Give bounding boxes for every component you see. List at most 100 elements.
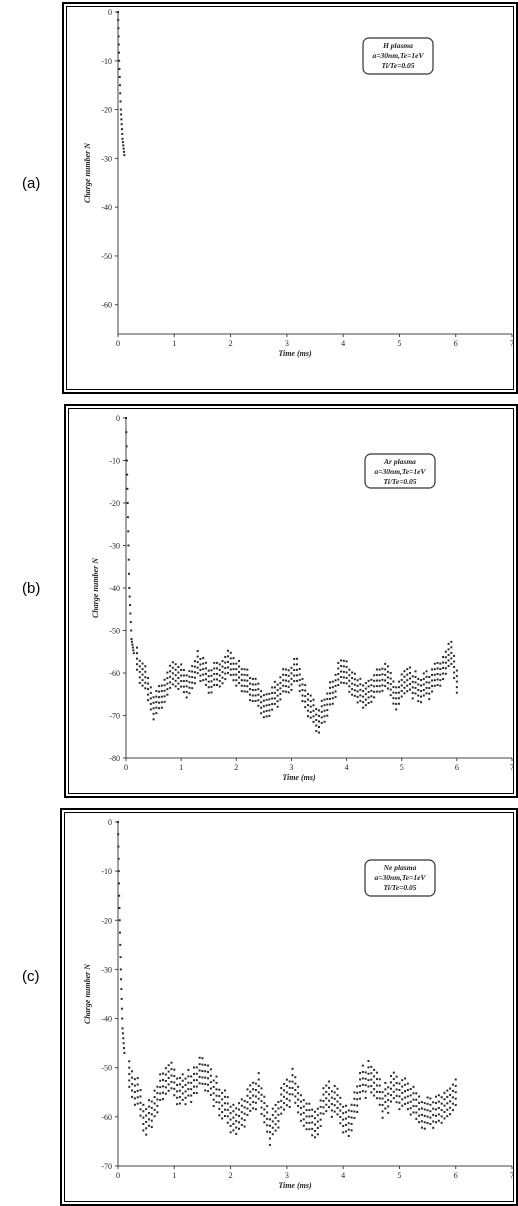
data-point: [284, 690, 287, 693]
data-point: [428, 698, 431, 701]
data-point: [232, 1103, 235, 1106]
data-point: [266, 1117, 269, 1120]
x-tick-label: 4: [341, 339, 345, 348]
data-point: [229, 1112, 232, 1115]
data-point: [412, 1111, 415, 1114]
data-point: [187, 1068, 190, 1071]
data-point: [252, 1088, 255, 1091]
data-point: [117, 845, 120, 848]
data-point: [435, 1102, 438, 1105]
data-point: [182, 669, 185, 672]
data-point: [196, 672, 199, 675]
data-point: [330, 1096, 333, 1099]
data-point: [299, 1113, 302, 1116]
data-point: [322, 1112, 325, 1115]
data-point: [364, 1084, 367, 1087]
data-point: [308, 1102, 311, 1105]
data-point: [252, 1100, 255, 1103]
data-point: [340, 670, 343, 673]
data-point: [204, 1070, 207, 1073]
y-tick-label: -50: [101, 1064, 112, 1073]
data-point: [367, 1085, 370, 1088]
data-point: [190, 1075, 193, 1078]
data-point: [451, 1109, 454, 1112]
data-point: [453, 671, 456, 674]
data-point: [221, 1111, 224, 1114]
data-point: [117, 857, 120, 860]
data-point: [123, 154, 126, 157]
data-point: [453, 677, 456, 680]
data-point: [163, 700, 166, 703]
y-axis-title: Charge number N: [83, 142, 92, 203]
data-point: [136, 1096, 139, 1099]
data-point: [326, 714, 329, 717]
data-point: [370, 689, 373, 692]
data-point: [268, 1143, 271, 1146]
data-point: [381, 673, 384, 676]
data-point: [215, 678, 218, 681]
data-point: [274, 1123, 277, 1126]
data-point: [340, 681, 343, 684]
data-point: [184, 1077, 187, 1080]
data-point: [387, 1092, 390, 1095]
data-point: [265, 709, 268, 712]
data-point: [177, 677, 180, 680]
data-point: [240, 1104, 243, 1107]
data-point: [260, 1112, 263, 1115]
data-point: [312, 715, 315, 718]
data-point: [182, 691, 185, 694]
data-point: [191, 681, 194, 684]
data-point: [311, 1127, 314, 1130]
data-point: [120, 123, 123, 126]
data-point: [425, 681, 428, 684]
data-point: [443, 1098, 446, 1101]
data-point: [298, 684, 301, 687]
data-point: [375, 1097, 378, 1100]
data-point: [398, 1082, 401, 1085]
data-point: [138, 681, 141, 684]
data-point: [439, 662, 442, 665]
data-point: [147, 1111, 150, 1114]
data-point: [403, 675, 406, 678]
data-point: [169, 675, 172, 678]
data-point: [320, 705, 323, 708]
data-point: [215, 1075, 218, 1078]
data-point: [287, 669, 290, 672]
data-point: [238, 676, 241, 679]
data-point: [447, 664, 450, 667]
data-point: [392, 1097, 395, 1100]
data-point: [192, 1072, 195, 1075]
data-point: [121, 1017, 124, 1020]
data-point: [117, 833, 120, 836]
y-tick-label: -20: [109, 499, 120, 508]
data-point: [439, 684, 442, 687]
data-point: [201, 1076, 204, 1079]
data-point: [350, 1129, 353, 1132]
data-point: [167, 1076, 170, 1079]
data-point: [435, 1121, 438, 1124]
data-point: [378, 679, 381, 682]
data-point: [432, 1120, 435, 1123]
data-point: [378, 1084, 381, 1087]
data-point: [446, 1108, 449, 1111]
data-point: [455, 686, 458, 689]
data-point: [299, 1106, 302, 1109]
data-point: [158, 696, 161, 699]
data-point: [432, 1107, 435, 1110]
data-point: [442, 678, 445, 681]
data-point: [290, 688, 293, 691]
data-point: [136, 668, 139, 671]
data-point: [246, 1094, 249, 1097]
data-point: [450, 657, 453, 660]
data-point: [356, 1098, 359, 1101]
data-point: [314, 1129, 316, 1132]
data-point: [159, 1073, 162, 1076]
data-point: [362, 706, 365, 709]
data-point: [454, 1097, 457, 1100]
data-point: [345, 676, 348, 679]
data-point: [417, 689, 420, 692]
data-point: [362, 695, 365, 698]
data-point: [342, 659, 345, 662]
data-point: [455, 669, 458, 672]
data-point: [122, 1037, 125, 1040]
